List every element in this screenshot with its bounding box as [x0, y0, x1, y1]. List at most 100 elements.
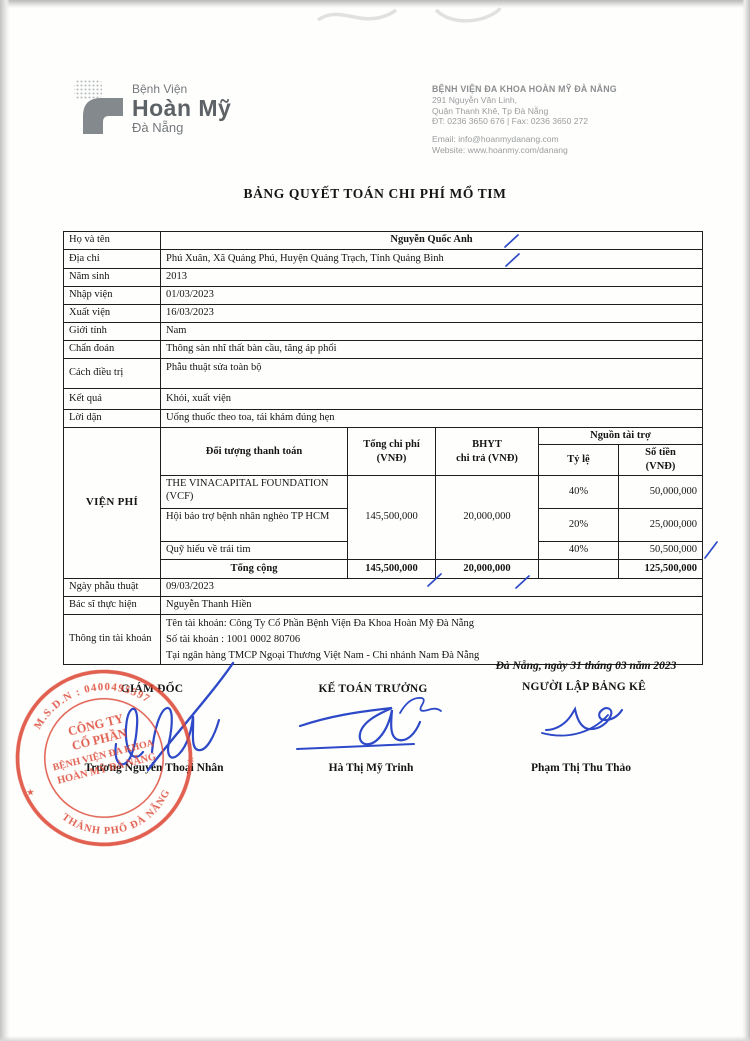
field-label: Lời dặn — [63, 409, 161, 428]
table-row: Nhập viện 01/03/2023 — [63, 286, 703, 305]
account-bank-line: Tại ngân hàng TMCP Ngoại Thương Việt Nam… — [166, 649, 480, 661]
total-ty-le-empty — [538, 559, 619, 579]
vien-phi-header-row-1: VIỆN PHÍ Đối tượng thanh toán Tổng chi p… — [63, 427, 703, 579]
scan-edge-top — [0, 0, 750, 8]
signature-preparer — [541, 706, 624, 737]
scan-edge-bottom — [0, 1036, 750, 1041]
col-header-line: Tổng chi phí — [363, 438, 420, 450]
vien-phi-section-label: VIỆN PHÍ — [63, 427, 161, 579]
director-title: GIÁM ĐỐC — [120, 683, 184, 695]
field-value: Nam — [160, 322, 703, 341]
total-so-tien: 125,500,000 — [618, 559, 703, 579]
stamp-company-line: CỔ PHẦN — [70, 725, 128, 753]
pen-tick-so-tien — [704, 541, 718, 559]
account-name-line: Tên tài khoản: Công Ty Cổ Phần Bệnh Viện… — [166, 617, 474, 629]
funder-ty-le: 40% — [538, 475, 619, 509]
hospital-logo-text: Bệnh Viện Hoàn Mỹ Đà Nẵng — [132, 80, 231, 141]
scan-edge-left — [0, 0, 10, 1041]
field-value: Uống thuốc theo toa, tái khám đúng hẹn — [160, 409, 703, 428]
funder-ty-le: 40% — [538, 541, 619, 560]
field-value: Phú Xuân, Xã Quảng Phú, Huyện Quảng Trạc… — [160, 249, 703, 269]
field-label: Giới tính — [63, 322, 161, 341]
field-label: Bác sĩ thực hiện — [63, 596, 161, 615]
hospital-address-1: 291 Nguyễn Văn Linh, — [432, 94, 518, 105]
table-row: Cách điều trị Phẫu thuật sửa toàn bộ — [63, 358, 703, 389]
account-info: Tên tài khoản: Công Ty Cổ Phần Bệnh Viện… — [160, 614, 703, 665]
table-row: Lời dặn Uống thuốc theo toa, tái khám đú… — [63, 409, 703, 428]
hospital-email: Email: info@hoanmydanang.com — [432, 134, 559, 145]
table-row: Giới tính Nam — [63, 322, 703, 341]
col-header-line: chi trả (VNĐ) — [456, 452, 518, 464]
account-number-line: Số tài khoản : 1001 0002 80706 — [166, 633, 301, 645]
field-label: Địa chỉ — [63, 249, 161, 269]
stamp-company-line: CÔNG TY — [67, 711, 125, 738]
table-row: Năm sinh 2013 — [63, 268, 703, 287]
signature-director — [114, 661, 235, 772]
table-row: Ngày phẫu thuật 09/03/2023 — [63, 578, 703, 597]
field-value: 01/03/2023 — [160, 286, 703, 305]
total-tong-chi-phi: 145,500,000 — [347, 559, 436, 579]
table-row: Kết quả Khỏi, xuất viện — [63, 388, 703, 410]
funder-so-tien: 50,500,000 — [618, 541, 703, 560]
col-header-doi-tuong: Đối tượng thanh toán — [160, 427, 348, 476]
col-header-tong-chi-phi: Tổng chi phí (VNĐ) — [347, 427, 436, 476]
tong-chi-phi-value: 145,500,000 — [347, 475, 436, 560]
col-header-ty-le: Tỷ lệ — [538, 444, 619, 476]
place-and-date: Đà Nẵng, ngày 31 tháng 03 năm 2023 — [495, 660, 677, 672]
col-header-so-tien: Số tiền (VNĐ) — [618, 444, 703, 476]
field-value: 16/03/2023 — [160, 304, 703, 323]
account-row: Thông tin tài khoản Tên tài khoản: Công … — [63, 614, 703, 665]
field-label: Ngày phẫu thuật — [63, 578, 161, 597]
total-row: Tổng cộng 145,500,000 20,000,000 125,500… — [64, 559, 703, 579]
scan-edge-right — [742, 0, 750, 1041]
funder-so-tien: 25,000,000 — [618, 508, 703, 542]
field-label: Chẩn đoán — [63, 340, 161, 359]
hospital-contact-block: BỆNH VIỆN ĐA KHOA HOÀN MỸ ĐÀ NẴNG 291 Ng… — [432, 84, 682, 156]
col-header-bhyt: BHYT chi trả (VNĐ) — [435, 427, 539, 476]
hospital-address-2: Quận Thanh Khê, Tp Đà Nẵng — [432, 105, 549, 116]
col-header-line: (VNĐ) — [645, 461, 676, 472]
field-label: Thông tin tài khoản — [63, 614, 161, 665]
field-label: Cách điều trị — [63, 358, 161, 389]
accountant-title: KẾ TOÁN TRƯỞNG — [318, 683, 428, 695]
total-label: Tổng cộng — [160, 559, 348, 579]
table-row: Xuất viện 16/03/2023 — [63, 304, 703, 323]
bhyt-value: 20,000,000 — [435, 475, 539, 560]
col-header-nguon-tai-tro: Nguồn tài trợ — [538, 427, 703, 445]
field-value: Nguyễn Quốc Anh — [160, 231, 703, 250]
funder-name: Hội bảo trợ bệnh nhân nghèo TP HCM — [160, 508, 348, 542]
hospital-logo: Bệnh Viện Hoàn Mỹ Đà Nẵng — [72, 80, 231, 141]
hospital-website: Website: www.hoanmy.com/danang — [432, 144, 568, 155]
field-label: Nhập viện — [63, 286, 161, 305]
funder-row: THE VINACAPITAL FOUNDATION (VCF) 145,500… — [64, 475, 703, 560]
star-icon: ★ — [26, 787, 38, 798]
preparer-title: NGƯỜI LẬP BẢNG KÊ — [521, 681, 647, 693]
logo-line-top: Bệnh Viện — [132, 82, 188, 96]
preparer-name: Phạm Thị Thu Thảo — [530, 762, 632, 774]
field-value: Nguyễn Thanh Hiền — [160, 596, 703, 615]
stamp-inner-ring — [44, 698, 164, 818]
field-label: Xuất viện — [63, 304, 161, 323]
col-header-line: (VNĐ) — [376, 452, 407, 464]
field-label: Năm sinh — [63, 268, 161, 287]
table-row: Chẩn đoán Thông sàn nhĩ thất bàn cầu, tă… — [63, 340, 703, 359]
director-name: Trương Nguyễn Thoại Nhân — [84, 762, 224, 774]
signature-accountant — [296, 696, 442, 750]
funder-so-tien: 50,000,000 — [618, 475, 703, 509]
table-row: Họ và tên Nguyễn Quốc Anh — [63, 231, 703, 250]
showthrough-handwriting — [316, 7, 502, 23]
field-value: Phẫu thuật sửa toàn bộ — [160, 358, 703, 389]
settlement-table: Họ và tên Nguyễn Quốc Anh Địa chỉ Phú Xu… — [63, 231, 703, 665]
funder-name: THE VINACAPITAL FOUNDATION (VCF) — [160, 475, 348, 509]
table-row: Bác sĩ thực hiện Nguyễn Thanh Hiền — [63, 596, 703, 615]
hospital-phone-fax: ĐT: 0236 3650 676 | Fax: 0236 3650 272 — [432, 116, 589, 127]
total-bhyt: 20,000,000 — [435, 559, 539, 579]
hospital-logo-icon — [72, 80, 126, 141]
field-value: Thông sàn nhĩ thất bàn cầu, tăng áp phổi — [160, 340, 703, 359]
field-value: Khỏi, xuất viện — [160, 388, 703, 410]
funder-row: Quỹ hiểu về trái tim 40% 50,500,000 — [64, 541, 703, 560]
stamp-tax-id-arc: M.S.D.N : 0400495597 — [25, 669, 154, 734]
funder-name: Quỹ hiểu về trái tim — [160, 541, 348, 560]
document-title: BẢNG QUYẾT TOÁN CHI PHÍ MỔ TIM — [243, 186, 507, 201]
